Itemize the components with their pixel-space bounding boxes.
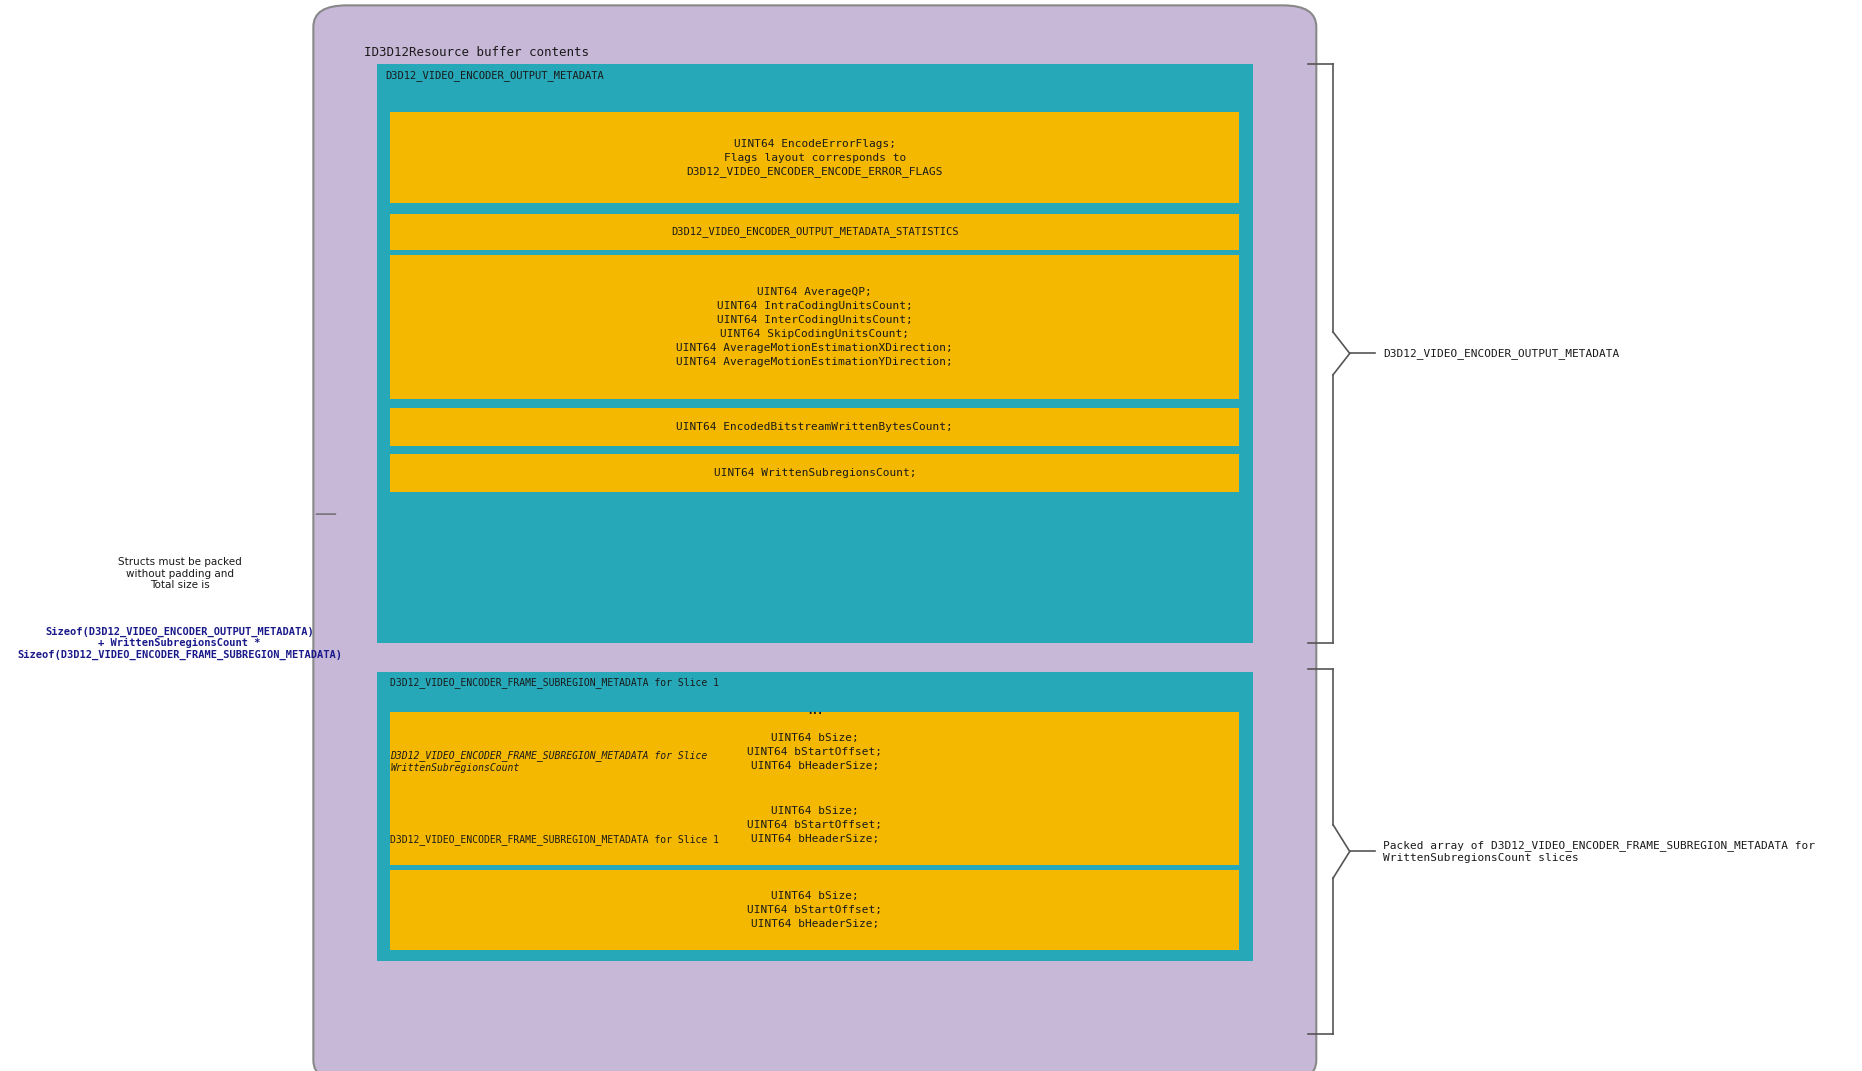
FancyBboxPatch shape	[391, 214, 1240, 250]
FancyBboxPatch shape	[391, 454, 1240, 492]
Text: Structs must be packed
without padding and
Total size is: Structs must be packed without padding a…	[117, 557, 242, 590]
FancyBboxPatch shape	[313, 5, 1316, 1071]
Text: UINT64 bSize;
UINT64 bStartOffset;
UINT64 bHeaderSize;: UINT64 bSize; UINT64 bStartOffset; UINT6…	[747, 806, 883, 844]
FancyBboxPatch shape	[376, 829, 1253, 961]
FancyBboxPatch shape	[376, 64, 1253, 643]
FancyBboxPatch shape	[391, 712, 1240, 793]
Text: D3D12_VIDEO_ENCODER_OUTPUT_METADATA_STATISTICS: D3D12_VIDEO_ENCODER_OUTPUT_METADATA_STAT…	[670, 226, 959, 238]
FancyBboxPatch shape	[391, 255, 1240, 399]
Text: UINT64 bSize;
UINT64 bStartOffset;
UINT64 bHeaderSize;: UINT64 bSize; UINT64 bStartOffset; UINT6…	[747, 734, 883, 771]
Text: ID3D12Resource buffer contents: ID3D12Resource buffer contents	[363, 46, 588, 59]
FancyBboxPatch shape	[376, 744, 1253, 876]
Text: UINT64 WrittenSubregionsCount;: UINT64 WrittenSubregionsCount;	[713, 468, 916, 478]
FancyBboxPatch shape	[391, 785, 1240, 865]
Text: UINT64 bSize;
UINT64 bStartOffset;
UINT64 bHeaderSize;: UINT64 bSize; UINT64 bStartOffset; UINT6…	[747, 891, 883, 929]
FancyBboxPatch shape	[391, 112, 1240, 203]
Text: Sizeof(D3D12_VIDEO_ENCODER_OUTPUT_METADATA)
+ WrittenSubregionsCount *
Sizeof(D3: Sizeof(D3D12_VIDEO_ENCODER_OUTPUT_METADA…	[17, 627, 343, 661]
Text: D3D12_VIDEO_ENCODER_FRAME_SUBREGION_METADATA for Slice 1: D3D12_VIDEO_ENCODER_FRAME_SUBREGION_META…	[391, 677, 719, 688]
Text: D3D12_VIDEO_ENCODER_OUTPUT_METADATA: D3D12_VIDEO_ENCODER_OUTPUT_METADATA	[385, 70, 603, 80]
Text: UINT64 AverageQP;
UINT64 IntraCodingUnitsCount;
UINT64 InterCodingUnitsCount;
UI: UINT64 AverageQP; UINT64 IntraCodingUnit…	[676, 287, 953, 367]
Text: ...: ...	[806, 700, 823, 718]
Text: D3D12_VIDEO_ENCODER_OUTPUT_METADATA: D3D12_VIDEO_ENCODER_OUTPUT_METADATA	[1383, 348, 1620, 359]
Text: D3D12_VIDEO_ENCODER_FRAME_SUBREGION_METADATA for Slice
WrittenSubregionsCount: D3D12_VIDEO_ENCODER_FRAME_SUBREGION_META…	[391, 750, 708, 773]
Text: Packed array of D3D12_VIDEO_ENCODER_FRAME_SUBREGION_METADATA for
WrittenSubregio: Packed array of D3D12_VIDEO_ENCODER_FRAM…	[1383, 840, 1815, 863]
FancyBboxPatch shape	[391, 408, 1240, 446]
Text: UINT64 EncodeErrorFlags;
Flags layout corresponds to
D3D12_VIDEO_ENCODER_ENCODE_: UINT64 EncodeErrorFlags; Flags layout co…	[687, 138, 942, 178]
FancyBboxPatch shape	[376, 672, 1253, 803]
Text: UINT64 EncodedBitstreamWrittenBytesCount;: UINT64 EncodedBitstreamWrittenBytesCount…	[676, 422, 953, 432]
Text: D3D12_VIDEO_ENCODER_FRAME_SUBREGION_METADATA for Slice 1: D3D12_VIDEO_ENCODER_FRAME_SUBREGION_META…	[391, 834, 719, 845]
FancyBboxPatch shape	[391, 870, 1240, 950]
